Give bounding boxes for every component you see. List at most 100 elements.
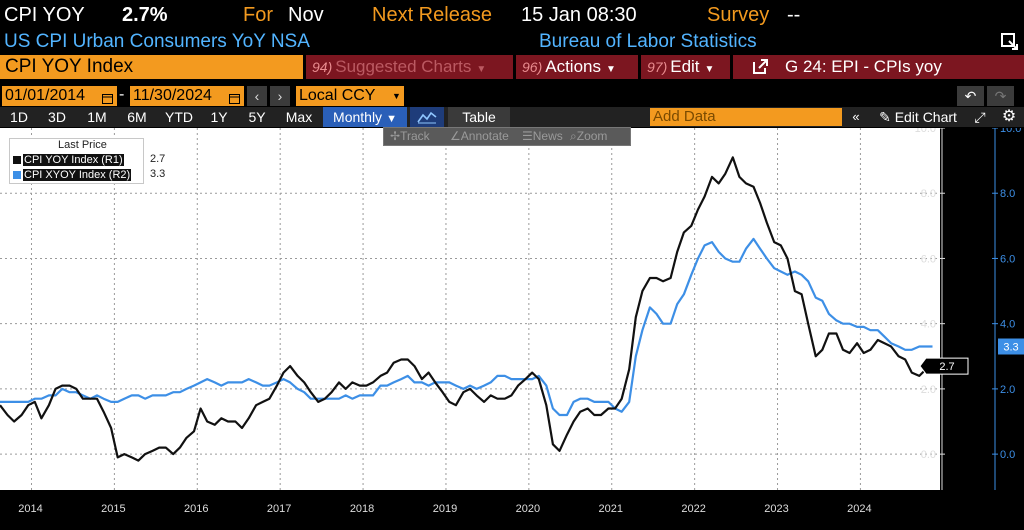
x-tick-label: 2014 xyxy=(18,503,42,515)
collapse-icon[interactable]: « xyxy=(852,109,860,124)
redo-button[interactable]: ↷ xyxy=(987,86,1014,106)
period-max[interactable]: Max xyxy=(285,109,313,125)
x-tick-label: 2019 xyxy=(433,503,457,515)
description-bar: US CPI Urban Consumers YoY NSA Bureau of… xyxy=(0,31,1024,54)
next-release-value: 15 Jan 08:30 xyxy=(521,4,637,26)
period-ytd[interactable]: YTD xyxy=(165,109,193,125)
legend-label: CPI YOY Index (R1) xyxy=(23,154,124,166)
y-tick-label-r2: 4.0 xyxy=(1000,319,1015,331)
right-axis-panel xyxy=(940,128,1024,525)
start-date-input[interactable]: 01/01/2014 xyxy=(2,86,117,106)
x-tick-label: 2021 xyxy=(599,503,623,515)
add-data-input[interactable]: Add Data xyxy=(650,108,842,126)
function-label: G 24: EPI - CPIs yoy xyxy=(785,57,942,76)
frequency-label: Monthly xyxy=(333,109,383,125)
next-period-button[interactable]: › xyxy=(270,86,290,106)
pencil-icon: ✎ xyxy=(879,109,891,125)
chevron-down-icon: ▼ xyxy=(476,64,487,75)
legend-value-r2: 3.3 xyxy=(150,168,166,180)
expand-icon[interactable]: ⤢ xyxy=(974,109,986,125)
floating-tools: ✢ Track ∠ Annotate ☰ News ⌕ Zoom xyxy=(383,127,631,146)
legend-item-cpi-xyoy[interactable]: CPI XYOY Index (R2) xyxy=(13,169,132,182)
chevron-down-icon: ▼ xyxy=(392,91,401,101)
news-tool[interactable]: ☰ News xyxy=(522,129,563,143)
y-tick-label-r2: 6.0 xyxy=(1000,253,1015,265)
actions-num: 96) xyxy=(522,59,543,75)
suggested-label: Suggested Charts xyxy=(335,57,472,76)
legend-swatch xyxy=(13,156,21,165)
chevron-down-icon: ▼ xyxy=(704,64,715,75)
end-date: 11/30/2024 xyxy=(133,87,212,104)
last-value-label-r1: 2.7 xyxy=(939,361,954,373)
currency-label: Local CCY xyxy=(299,87,376,104)
function-title[interactable]: G 24: EPI - CPIs yoy xyxy=(733,55,1024,79)
period-6m[interactable]: 6M xyxy=(127,109,147,125)
ticker: CPI YOY xyxy=(4,4,85,26)
legend-item-cpi-yoy[interactable]: CPI YOY Index (R1) xyxy=(13,154,124,167)
chevron-down-icon: ▼ xyxy=(386,113,397,125)
table-button[interactable]: Table xyxy=(448,107,510,127)
y-tick-label-r1: 4.0 xyxy=(921,319,936,331)
for-period: Nov xyxy=(288,4,324,26)
bottom-axis-panel xyxy=(0,490,940,525)
security-input[interactable]: CPI YOY Index xyxy=(0,55,303,79)
next-release-label: Next Release xyxy=(372,4,493,26)
currency-select[interactable]: Local CCY ▼ xyxy=(296,86,404,106)
external-link-icon xyxy=(751,58,769,83)
x-tick-label: 2024 xyxy=(847,503,871,515)
y-tick-label-r2: 0.0 xyxy=(1000,449,1015,461)
calendar-icon[interactable] xyxy=(102,90,113,110)
survey-label: Survey xyxy=(707,4,770,26)
edit-chart-button[interactable]: ✎ Edit Chart xyxy=(870,107,966,127)
y-tick-label-r1: 8.0 xyxy=(921,188,936,200)
last-value-tag-r2 xyxy=(998,338,1024,355)
x-tick-label: 2018 xyxy=(350,503,374,515)
prev-period-button[interactable]: ‹ xyxy=(247,86,267,106)
frequency-select[interactable]: Monthly ▼ xyxy=(323,107,407,127)
chart-area: 10.0 10.0 8.0 8.0 6.0 6.0 4.0 4.0 2.0 2.0 0.0 0.0 2… xyxy=(0,123,1024,525)
date-separator: - xyxy=(119,86,125,103)
suggested-num: 94) xyxy=(312,59,333,75)
for-label: For xyxy=(243,4,273,26)
chevron-down-icon: ▼ xyxy=(605,64,616,75)
y-tick-label-r2: 10.0 xyxy=(1000,128,1021,135)
line-chart-icon[interactable] xyxy=(410,107,444,127)
calendar-icon[interactable] xyxy=(229,90,240,110)
edit-label: Edit xyxy=(670,57,700,76)
last-value: 2.7% xyxy=(122,4,168,26)
data-source: Bureau of Labor Statistics xyxy=(539,31,757,52)
legend-value-r1: 2.7 xyxy=(150,153,166,165)
y-tick-label-r2: 2.0 xyxy=(1000,384,1015,396)
zoom-tool[interactable]: ⌕ Zoom xyxy=(570,129,608,143)
y-tick-label-r1: 2.0 xyxy=(921,384,936,396)
y-tick-label-r1: 0.0 xyxy=(921,449,936,461)
x-tick-label: 2020 xyxy=(516,503,540,515)
series-line-cpi-yoy xyxy=(0,156,933,462)
last-value-label-r2: 3.3 xyxy=(1003,342,1018,354)
gear-icon[interactable]: ⚙ xyxy=(1001,108,1017,125)
x-tick-label: 2017 xyxy=(267,503,291,515)
actions-button[interactable]: 96) Actions ▼ xyxy=(516,55,638,79)
period-1d[interactable]: 1D xyxy=(10,109,28,125)
period-5y[interactable]: 5Y xyxy=(248,109,266,125)
survey-value: -- xyxy=(787,4,801,26)
annotate-tool[interactable]: ∠ Annotate xyxy=(450,129,509,143)
track-tool[interactable]: ✢ Track xyxy=(390,129,430,143)
series-line-cpi-xyoy xyxy=(0,237,933,417)
chart-legend[interactable]: Last Price CPI YOY Index (R1) CPI XYOY I… xyxy=(9,138,144,184)
y-tick-label-r2: 8.0 xyxy=(1000,188,1015,200)
y-tick-label-r1: 6.0 xyxy=(921,253,936,265)
popout-icon[interactable] xyxy=(1000,32,1020,52)
x-tick-label: 2016 xyxy=(184,503,208,515)
end-date-input[interactable]: 11/30/2024 xyxy=(130,86,244,106)
period-3d[interactable]: 3D xyxy=(48,109,66,125)
last-value-tag-r1 xyxy=(919,357,969,375)
x-tick-label: 2015 xyxy=(101,503,125,515)
edit-button[interactable]: 97) Edit ▼ xyxy=(641,55,730,79)
y-tick-label-r1: 10.0 xyxy=(915,128,936,135)
start-date: 01/01/2014 xyxy=(5,87,86,104)
period-1y[interactable]: 1Y xyxy=(210,109,228,125)
period-1m[interactable]: 1M xyxy=(87,109,107,125)
suggested-charts-button[interactable]: 94) Suggested Charts ▼ xyxy=(306,55,513,79)
undo-button[interactable]: ↶ xyxy=(957,86,984,106)
